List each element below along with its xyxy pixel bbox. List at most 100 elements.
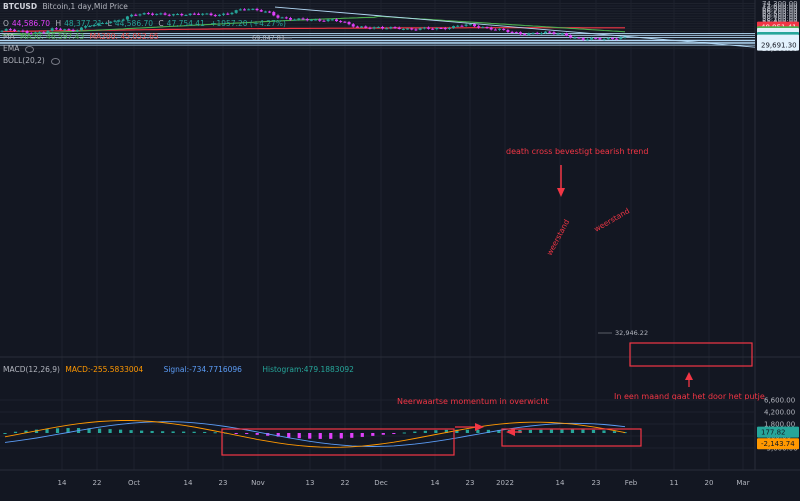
ema-label[interactable]: EMA — [3, 44, 20, 53]
candle-body — [234, 10, 238, 13]
candle-body — [100, 23, 104, 25]
candle-body — [610, 38, 614, 40]
candle-body — [29, 32, 33, 34]
candle-body — [443, 28, 447, 30]
candle-body — [355, 26, 359, 28]
histogram-bar — [287, 433, 291, 438]
time-tick-label: Feb — [625, 479, 638, 487]
price-tick-label: 58,100.00 — [762, 15, 798, 23]
candle-body — [88, 26, 92, 28]
candle-body — [489, 27, 493, 30]
candle-body — [171, 14, 175, 16]
open-value: 44,586.70 — [11, 19, 51, 28]
histogram-bar — [13, 431, 18, 433]
ma-row[interactable]: MA MA50: 46,597.43 MA200: 45,052.65 — [3, 31, 162, 42]
histogram-bar — [255, 433, 259, 435]
candle-body — [439, 28, 443, 30]
candle-body — [46, 30, 50, 33]
histogram-bar — [161, 431, 165, 433]
histogram-bar — [150, 430, 154, 433]
candle-body — [364, 26, 368, 28]
candle-body — [343, 21, 347, 23]
candle-body — [192, 13, 196, 15]
histogram-bar — [602, 430, 606, 433]
candle-body — [314, 19, 318, 21]
time-tick-label: 13 — [306, 479, 315, 487]
time-tick-label: Oct — [128, 479, 140, 487]
ma50-line — [1, 15, 626, 36]
time-tick-label: Dec — [374, 479, 388, 487]
candle-body — [468, 24, 472, 26]
candle-body — [401, 28, 405, 30]
candle-body — [259, 10, 263, 12]
candle-body — [456, 25, 460, 27]
candle-body — [180, 14, 184, 16]
candle-body — [92, 25, 96, 27]
candle-body — [209, 13, 213, 16]
histogram-bar — [87, 428, 91, 433]
candle-body — [17, 30, 21, 32]
boll-label[interactable]: BOLL(20,2) — [3, 56, 45, 65]
candle-body — [205, 13, 209, 15]
candle-body — [506, 30, 510, 32]
candle-body — [280, 17, 284, 19]
macd-highlight-box — [501, 428, 642, 447]
candle-body — [418, 28, 422, 30]
candle-body — [21, 30, 25, 32]
candle-body — [397, 27, 401, 30]
candle-body — [447, 27, 451, 30]
symbol-desc: Bitcoin,1 day,Mid Price — [42, 2, 128, 11]
candle-body — [527, 33, 531, 35]
ma-label[interactable]: MA — [3, 32, 15, 41]
macd-label[interactable]: MACD(12,26,9) — [3, 365, 60, 374]
histogram-bar — [413, 431, 417, 433]
macd-tick-label: 1,800.00 — [764, 421, 795, 429]
histogram-bar — [297, 433, 301, 439]
candle-body — [263, 11, 267, 13]
eye-icon[interactable] — [50, 57, 60, 65]
candle-body — [393, 27, 397, 29]
maand-annotation: In een maand gaat het door het putje — [614, 392, 765, 401]
candle-body — [25, 31, 29, 33]
symbol-label[interactable]: BTCUSD — [3, 2, 38, 11]
ema-row[interactable]: EMA — [3, 43, 37, 54]
candle-body — [13, 29, 17, 31]
macd-tick-label: 6,600.00 — [764, 397, 795, 405]
candle-body — [38, 32, 42, 34]
boll-row[interactable]: BOLL(20,2) — [3, 55, 63, 66]
candle-body — [255, 8, 259, 11]
histogram-bar — [444, 429, 448, 433]
histogram-bar — [245, 433, 249, 434]
histogram-bar — [486, 429, 490, 433]
histogram-value: Histogram:479.1883092 — [262, 365, 354, 374]
price-tick-label: 66,200.00 — [762, 8, 798, 16]
histogram-bar — [476, 429, 480, 433]
candle-body — [347, 22, 351, 25]
candle-body — [619, 37, 623, 40]
time-tick-label: 14 — [184, 479, 193, 487]
macd-header[interactable]: MACD(12,26,9) MACD:-255.5833004 Signal:-… — [3, 364, 357, 375]
low-value: 44,586.70 — [114, 19, 154, 28]
histogram-bar — [581, 429, 585, 433]
candle-body — [372, 27, 376, 29]
arrow-head — [685, 372, 693, 380]
candle-body — [368, 27, 372, 29]
histogram-bar — [497, 429, 501, 433]
candle-body — [406, 28, 410, 30]
histogram-bar — [350, 433, 354, 438]
candle-body — [151, 13, 155, 15]
close-label: C — [158, 19, 164, 28]
high-value: 48,377.21 — [64, 19, 103, 28]
macd-tick-label: 4,200.00 — [764, 409, 795, 417]
candle-body — [531, 32, 535, 34]
eye-icon[interactable] — [25, 45, 35, 53]
histogram-bar — [97, 428, 102, 433]
candle-body — [109, 21, 113, 23]
candle-body — [293, 19, 297, 21]
candle-body — [485, 27, 489, 29]
candle-body — [276, 15, 280, 18]
macd-badge — [757, 426, 799, 438]
histogram-bar — [140, 430, 144, 433]
